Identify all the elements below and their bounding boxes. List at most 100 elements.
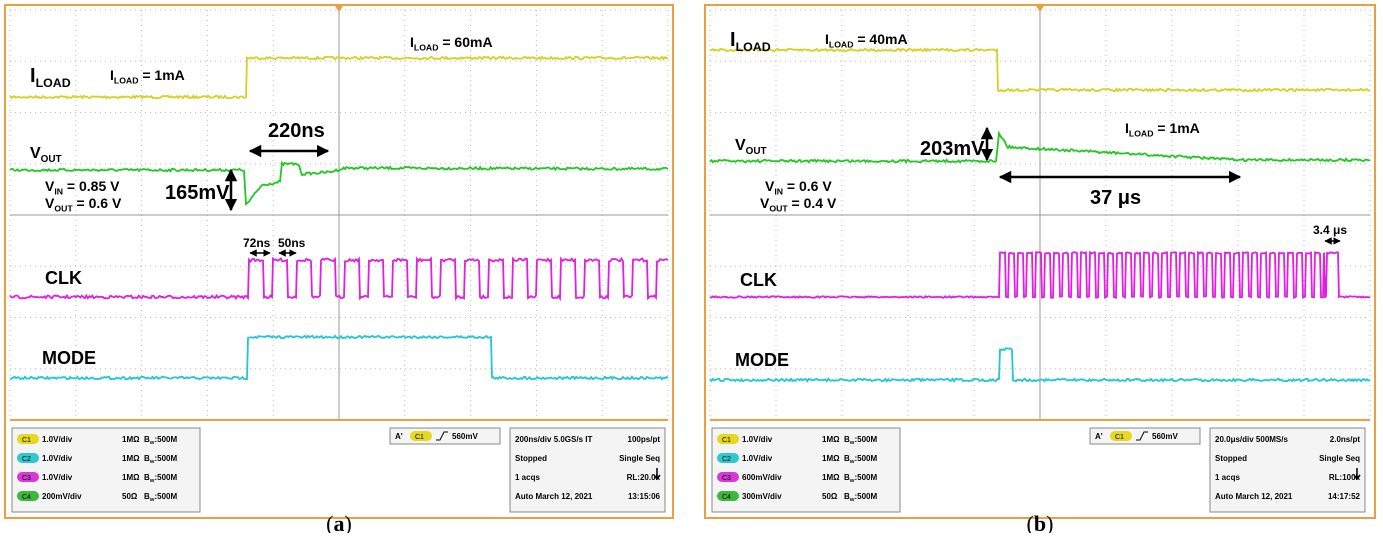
text-part: :500M [854,454,877,463]
trigger-level: 560mV [1152,432,1178,441]
text-part: LOAD [414,43,439,53]
text-part: :500M [154,492,177,501]
channel-impedance: 1MΩ [122,454,140,463]
status-text: 1 acqs [515,473,540,482]
text-part: = 0.6 V [783,178,832,194]
annotation: 3.4 μs [1313,223,1347,237]
channel-id: C2 [22,456,31,463]
figure: ILOADILOAD = 1mAILOAD = 60mAVOUT220nsVIN… [0,0,1383,533]
annotation: 203mV [920,138,985,160]
annotation: CLK [740,270,777,290]
text-part: :500M [154,454,177,463]
text-part: :500M [154,473,177,482]
caption: (a) [326,511,352,533]
status-text: Stopped [1215,454,1247,463]
trigger-box [1090,428,1200,444]
status-text: Single Seq [619,454,660,463]
status-text: 13:15:06 [628,492,661,501]
status-text: Stopped [515,454,547,463]
channel-impedance: 1MΩ [822,435,840,444]
channel-scale: 600mV/div [742,473,782,482]
text-part: = 0.6 V [73,195,122,211]
channel-scale: 1.0V/div [42,473,73,482]
annotation: MODE [735,350,789,370]
text-part: MODE [42,348,96,368]
text-part: = 0.4 V [788,195,837,211]
text-part: = 1mA [1153,120,1199,136]
text-part: LOAD [829,40,854,50]
text-part: OUT [746,146,767,157]
annotation: 50ns [278,236,306,250]
status-text: 2.0ns/pt [1330,435,1361,444]
channel-impedance: 1MΩ [822,454,840,463]
text-part: V [735,137,746,154]
trigger-prefix: A' [1095,432,1103,441]
annotation: 165mV [165,182,230,204]
text-part: ( [326,511,333,533]
text-part: MODE [735,350,789,370]
status-text: 20.0μs/div 500MS/s [1215,435,1288,444]
text-part: 165mV [165,182,230,204]
annotation: 72ns [243,236,271,250]
caption: (b) [1027,511,1054,533]
text-part: IN [54,187,63,197]
text-part: :500M [854,435,877,444]
text-part: 37 μs [1090,187,1141,209]
text-part: OUT [54,204,73,214]
channel-scale: 1.0V/div [742,435,773,444]
text-part: = 0.85 V [63,178,120,194]
text-part: :500M [154,435,177,444]
trigger-channel: C1 [415,434,424,441]
text-part: ) [1046,511,1053,533]
annotation: 220ns [268,120,325,142]
channel-id: C4 [22,494,31,501]
trigger-level: 560mV [452,432,478,441]
text-part: :500M [854,492,877,501]
status-text: 1 acqs [1215,473,1240,482]
text-part: 3.4 μs [1313,223,1347,237]
channel-id: C3 [22,475,31,482]
text-part: OUT [769,204,788,214]
status-text: 14:17:52 [1328,492,1361,501]
channel-id: C3 [722,475,731,482]
trigger-box [390,428,500,444]
text-part: LOAD [114,76,139,86]
text-part: b [1034,511,1046,533]
channel-impedance: 1MΩ [122,473,140,482]
channel-impedance: 50Ω [822,492,838,501]
channel-impedance: 1MΩ [822,473,840,482]
text-part: OUT [41,154,62,165]
text-part: IN [774,187,783,197]
text-part: V [30,145,41,162]
text-part: ( [1027,511,1034,533]
channel-id: C1 [22,437,31,444]
text-part: 203mV [920,138,985,160]
channel-impedance: 1MΩ [122,435,140,444]
annotation: MODE [42,348,96,368]
text-part: = 60mA [438,34,492,50]
text-part: LOAD [736,40,771,54]
text-part: LOAD [36,76,71,90]
trigger-prefix: A' [395,432,403,441]
status-text: Single Seq [1319,454,1360,463]
channel-id: C2 [722,456,731,463]
status-text: Auto March 12, 2021 [515,492,593,501]
text-part: CLK [45,268,82,288]
channel-id: C1 [722,437,731,444]
channel-scale: 200mV/div [42,492,82,501]
text-part: :500M [854,473,877,482]
channel-impedance: 50Ω [122,492,138,501]
text-part: CLK [740,270,777,290]
channel-scale: 1.0V/div [42,435,73,444]
text-part: = 1mA [138,67,184,83]
status-text: 100ps/pt [628,435,661,444]
text-part: 220ns [268,120,325,142]
text-part: 72ns [243,236,271,250]
text-part: a [334,511,345,533]
text-part: = 40mA [853,31,907,47]
text-part: LOAD [1129,129,1154,139]
text-part: 50ns [278,236,306,250]
channel-scale: 1.0V/div [42,454,73,463]
